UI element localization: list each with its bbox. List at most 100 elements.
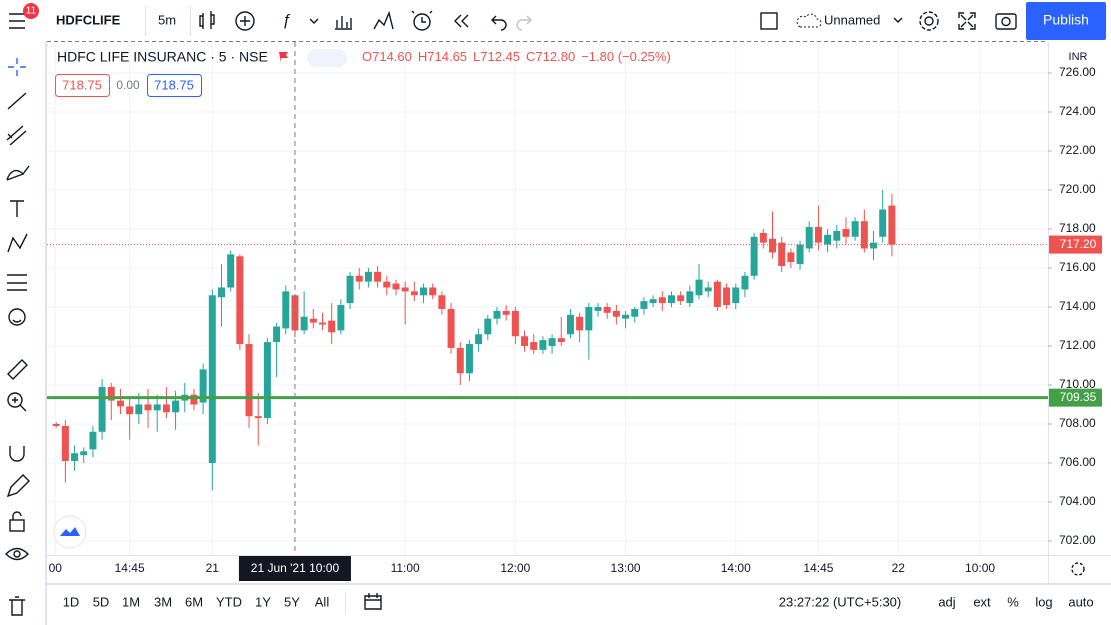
bid: 718.75 xyxy=(62,77,102,92)
delete-tool[interactable] xyxy=(9,596,25,616)
range-button[interactable]: 3M xyxy=(154,594,172,609)
y-tick-label: 714.00 xyxy=(1059,299,1096,313)
candle-body xyxy=(80,451,88,456)
templates-button[interactable] xyxy=(335,16,352,30)
candle-body xyxy=(612,310,620,317)
y-tick-label: 704.00 xyxy=(1059,494,1096,508)
candle-body xyxy=(190,394,198,405)
candle-body xyxy=(879,209,887,237)
candle-body xyxy=(787,252,795,263)
candle-body xyxy=(465,344,473,374)
save-button[interactable] xyxy=(796,13,822,28)
scale-option[interactable]: ext xyxy=(973,594,991,609)
range-button[interactable]: 5D xyxy=(93,594,110,609)
candle-body xyxy=(208,295,216,463)
candle-body xyxy=(254,416,262,419)
logo-mark xyxy=(60,527,80,536)
snapshot-button[interactable] xyxy=(995,13,1017,30)
range-button[interactable]: 1D xyxy=(63,594,80,609)
range-button[interactable]: All xyxy=(315,594,330,609)
candle-body xyxy=(649,299,657,304)
candle-body xyxy=(337,305,345,331)
scale-option[interactable]: log xyxy=(1035,594,1052,609)
range-button[interactable]: YTD xyxy=(216,594,242,609)
y-tick-label: 724.00 xyxy=(1059,104,1096,118)
candle-body xyxy=(686,291,694,304)
icon-tool[interactable] xyxy=(8,308,26,326)
sell-box[interactable] xyxy=(55,74,110,97)
goto-date[interactable] xyxy=(364,593,382,610)
candle-body xyxy=(107,386,115,401)
candle-body xyxy=(236,256,244,345)
layout-name[interactable]: Unnamed xyxy=(824,12,880,27)
currency: INR xyxy=(1069,51,1088,63)
candle-body xyxy=(667,295,675,304)
buy-box[interactable] xyxy=(147,74,202,97)
axis-settings[interactable] xyxy=(1071,562,1085,576)
replay-button[interactable] xyxy=(454,14,469,28)
menu-button[interactable] xyxy=(9,13,25,29)
range-button[interactable]: 1Y xyxy=(255,594,271,609)
lock-tool[interactable] xyxy=(9,511,25,532)
brush-tool[interactable] xyxy=(6,165,30,181)
candle-body xyxy=(502,310,510,315)
candle-body xyxy=(89,431,97,450)
spread: 0.00 xyxy=(116,78,140,92)
trendline-tool[interactable] xyxy=(7,92,27,110)
range-button[interactable]: 5Y xyxy=(284,594,300,609)
chart-type-button[interactable] xyxy=(199,11,215,29)
compare-button[interactable] xyxy=(235,11,255,31)
range-button[interactable]: 6M xyxy=(185,594,203,609)
fx-icon: ƒ xyxy=(282,12,291,29)
flag-icon[interactable] xyxy=(279,52,288,63)
undo-button[interactable] xyxy=(491,15,507,31)
fib-tool[interactable] xyxy=(6,125,27,146)
logo[interactable] xyxy=(53,515,87,549)
redo-button[interactable] xyxy=(516,15,532,31)
candle-body xyxy=(52,423,60,426)
pattern-tool[interactable] xyxy=(7,233,28,253)
candle-body xyxy=(603,306,611,313)
zoom-tool[interactable] xyxy=(7,392,27,412)
text-tool[interactable] xyxy=(10,200,24,217)
symbol-search[interactable]: HDFCLIFE xyxy=(56,12,121,27)
fullscreen-button[interactable] xyxy=(958,12,976,30)
candle-body xyxy=(576,316,584,331)
layout-button[interactable] xyxy=(760,12,778,30)
candle-body xyxy=(824,234,832,245)
prediction-tool[interactable] xyxy=(7,274,27,291)
candle-body xyxy=(401,287,409,292)
magnet-tool[interactable] xyxy=(9,446,25,462)
candle-body xyxy=(383,281,391,288)
x-tick-label: 00 xyxy=(49,561,63,575)
scale-option[interactable]: adj xyxy=(938,594,955,609)
ruler-tool[interactable] xyxy=(7,359,28,380)
candle-body xyxy=(300,316,308,331)
alert-button[interactable] xyxy=(373,10,394,30)
candle-body xyxy=(447,308,455,348)
candle-body xyxy=(456,347,464,374)
ohlc-item: C712.80 xyxy=(526,49,575,64)
scale-option[interactable]: % xyxy=(1007,594,1019,609)
scale-option[interactable]: auto xyxy=(1068,594,1093,609)
replay-alert-button[interactable] xyxy=(411,10,433,31)
candle-body xyxy=(364,271,372,282)
publish-button[interactable] xyxy=(1026,2,1106,40)
range-button[interactable]: 1M xyxy=(122,594,140,609)
candle-body xyxy=(713,281,721,307)
settings-button[interactable] xyxy=(919,11,939,31)
candle-body xyxy=(548,338,556,346)
indicators-button[interactable]: ƒ xyxy=(282,12,319,29)
crosshair-tool[interactable] xyxy=(8,58,26,76)
status-pill[interactable] xyxy=(307,49,347,67)
interval-button[interactable]: 5m xyxy=(158,12,176,27)
y-tick-label: 712.00 xyxy=(1059,338,1096,352)
lock-draw-tool[interactable] xyxy=(6,474,30,498)
candle-body xyxy=(677,295,685,302)
y-tick-label: 710.00 xyxy=(1059,377,1096,391)
crosshair-tag xyxy=(238,556,351,581)
visibility-tool[interactable] xyxy=(5,547,29,561)
x-tick-label: 10:00 xyxy=(965,561,995,575)
layout-menu[interactable] xyxy=(893,17,903,23)
